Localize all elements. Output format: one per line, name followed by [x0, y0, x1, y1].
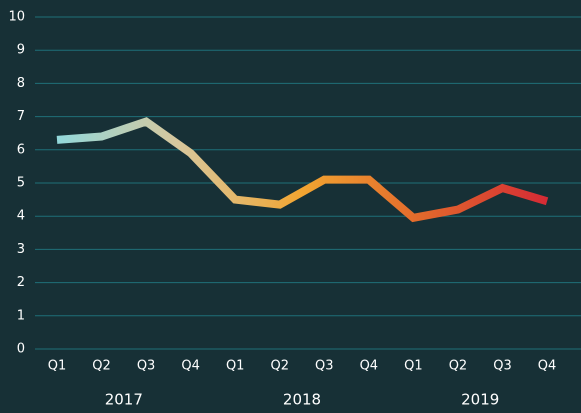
y-tick-label: 10 [8, 10, 25, 25]
x-tick-label: Q4 [360, 359, 379, 374]
x-tick-label: Q2 [92, 359, 111, 374]
y-tick-label: 1 [17, 308, 25, 323]
x-group-label: 2019 [461, 391, 499, 409]
x-tick-label: Q3 [137, 359, 156, 374]
x-tick-label: Q4 [181, 359, 200, 374]
x-tick-label: Q1 [226, 359, 245, 374]
y-tick-label: 2 [17, 275, 25, 290]
x-group-label: 2017 [105, 391, 143, 409]
y-tick-label: 8 [17, 76, 25, 91]
y-tick-label: 0 [17, 342, 25, 357]
x-group-label: 2018 [283, 391, 321, 409]
y-tick-label: 5 [17, 176, 25, 191]
y-tick-label: 4 [17, 209, 25, 224]
x-tick-label: Q2 [449, 359, 468, 374]
y-tick-label: 6 [17, 142, 25, 157]
x-tick-label: Q2 [270, 359, 289, 374]
x-tick-label: Q3 [315, 359, 334, 374]
x-tick-label: Q1 [48, 359, 67, 374]
y-tick-label: 3 [17, 242, 25, 257]
y-tick-label: 7 [17, 109, 25, 124]
x-tick-label: Q4 [538, 359, 557, 374]
line [56, 117, 549, 223]
x-tick-label: Q1 [404, 359, 423, 374]
x-tick-label: Q3 [493, 359, 512, 374]
y-tick-label: 9 [17, 43, 25, 58]
